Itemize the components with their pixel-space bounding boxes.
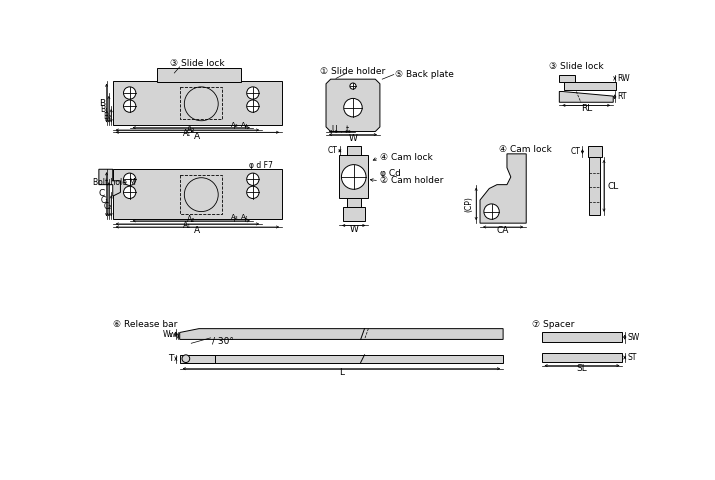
Text: ⑥ Release bar: ⑥ Release bar xyxy=(113,320,177,328)
Text: L: L xyxy=(339,368,344,377)
Text: φ Cd: φ Cd xyxy=(380,168,401,178)
Polygon shape xyxy=(559,92,613,102)
Circle shape xyxy=(247,186,259,199)
Text: t: t xyxy=(346,125,349,134)
Text: ST: ST xyxy=(627,353,636,362)
Bar xyxy=(113,81,282,125)
Text: W₁: W₁ xyxy=(162,330,173,338)
Text: A₄: A₄ xyxy=(242,121,249,128)
Text: SL: SL xyxy=(577,364,588,373)
Text: (CP): (CP) xyxy=(464,196,473,212)
Circle shape xyxy=(344,98,363,117)
Text: RL: RL xyxy=(581,104,592,113)
Circle shape xyxy=(124,173,136,185)
Text: ② Cam holder: ② Cam holder xyxy=(380,176,443,185)
Text: B₂: B₂ xyxy=(103,112,112,120)
Text: ④ Cam lock: ④ Cam lock xyxy=(499,145,552,155)
Text: ⑦ Spacer: ⑦ Spacer xyxy=(531,320,574,328)
Bar xyxy=(186,355,215,362)
Text: C: C xyxy=(99,190,105,198)
Bar xyxy=(343,207,365,221)
Text: ③ Slide lock: ③ Slide lock xyxy=(549,62,603,72)
Polygon shape xyxy=(326,79,380,132)
Bar xyxy=(542,353,623,362)
Circle shape xyxy=(124,87,136,99)
Bar xyxy=(542,332,623,343)
Text: W: W xyxy=(348,134,358,143)
Text: T: T xyxy=(168,354,174,363)
Circle shape xyxy=(247,87,259,99)
Bar xyxy=(589,157,600,215)
Circle shape xyxy=(247,100,259,112)
Text: Bolt hole M: Bolt hole M xyxy=(93,178,136,187)
Bar xyxy=(347,198,360,207)
Circle shape xyxy=(182,355,189,362)
Text: A₃: A₃ xyxy=(231,214,238,220)
Polygon shape xyxy=(480,154,526,223)
Text: C₁: C₁ xyxy=(100,195,109,204)
Text: A₁: A₁ xyxy=(183,129,192,138)
Circle shape xyxy=(247,173,259,185)
Bar xyxy=(157,68,242,82)
Circle shape xyxy=(484,204,499,219)
Text: SW: SW xyxy=(627,333,639,342)
Text: W₂: W₂ xyxy=(169,332,179,338)
Text: CL: CL xyxy=(607,182,618,191)
Text: A₁: A₁ xyxy=(183,221,192,230)
Text: / 30°: / 30° xyxy=(212,336,234,346)
Text: A₂: A₂ xyxy=(187,125,195,134)
Text: φ d F7: φ d F7 xyxy=(249,161,273,170)
Text: ③ Slide lock: ③ Slide lock xyxy=(170,59,225,68)
Text: B: B xyxy=(99,98,105,108)
Bar xyxy=(347,146,360,156)
Text: CT: CT xyxy=(571,147,580,156)
Text: A: A xyxy=(194,227,200,235)
Text: ④ Cam lock: ④ Cam lock xyxy=(380,153,433,162)
Text: A₄: A₄ xyxy=(242,214,249,220)
Text: B₁: B₁ xyxy=(100,106,108,114)
Text: A: A xyxy=(194,132,200,141)
Text: RT: RT xyxy=(617,92,626,101)
Circle shape xyxy=(342,165,366,189)
Polygon shape xyxy=(179,329,503,339)
Text: RW: RW xyxy=(617,74,630,83)
Bar xyxy=(179,355,503,362)
Bar xyxy=(179,175,222,214)
Polygon shape xyxy=(99,169,120,196)
Text: W: W xyxy=(350,225,358,234)
Text: C₂: C₂ xyxy=(103,202,112,211)
Text: ⑤ Back plate: ⑤ Back plate xyxy=(395,70,454,79)
Text: ① Slide holder: ① Slide holder xyxy=(320,67,385,76)
Bar xyxy=(339,156,368,198)
Bar xyxy=(564,82,616,90)
Text: A₂: A₂ xyxy=(187,215,195,224)
Circle shape xyxy=(124,186,136,199)
Bar xyxy=(588,146,601,157)
Circle shape xyxy=(350,83,356,89)
Text: CA: CA xyxy=(497,227,509,235)
Text: CT: CT xyxy=(327,146,337,155)
Circle shape xyxy=(124,100,136,112)
Bar xyxy=(113,169,282,219)
Bar xyxy=(179,87,222,119)
Bar xyxy=(559,74,575,82)
Text: A₃: A₃ xyxy=(231,121,238,128)
Text: U: U xyxy=(331,125,337,134)
